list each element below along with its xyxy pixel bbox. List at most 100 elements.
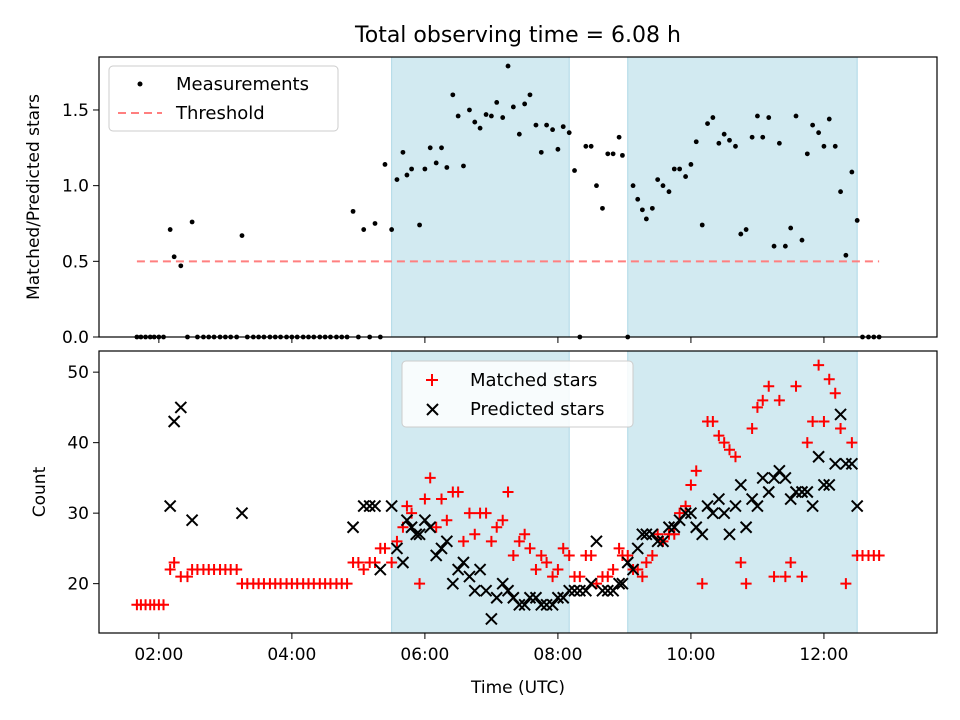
shaded-interval (627, 56, 858, 338)
measurement-point (699, 222, 705, 228)
matched-star-point (358, 564, 370, 576)
bottom-legend: Matched stars Predicted stars (401, 360, 634, 428)
matched-star-point (707, 416, 719, 427)
measurement-point (555, 146, 561, 152)
matched-star-point (181, 571, 193, 583)
matched-star-point (414, 578, 426, 590)
matched-star-point (430, 521, 442, 533)
matched-star-point (729, 451, 741, 463)
measurement-point (677, 166, 683, 172)
measurement-point (776, 140, 782, 146)
measurement-point (688, 162, 694, 167)
predicted-star-point (812, 450, 825, 463)
measurement-point (793, 113, 799, 119)
measurement-point (444, 165, 450, 170)
legend-predicted-label: Predicted stars (470, 399, 604, 420)
matched-star-point (574, 571, 586, 583)
bottom-x-label: Time (UTC) (470, 678, 565, 698)
predicted-star-point (400, 513, 414, 527)
matched-star-point (585, 549, 597, 561)
measurement-point (516, 131, 522, 137)
matched-star-point (386, 557, 398, 568)
predicted-star-point (529, 591, 543, 604)
matched-star-point (835, 423, 847, 435)
matched-star-point (168, 557, 180, 568)
measurement-point (550, 127, 555, 133)
measurement-point (710, 115, 716, 120)
measurement-point (433, 160, 439, 166)
measurement-point (494, 100, 500, 105)
matched-star-point (369, 557, 381, 568)
matched-star-point (690, 465, 702, 477)
matched-star-point (530, 564, 542, 576)
bottom-y-label: Count (30, 466, 50, 517)
matched-star-point (507, 549, 519, 561)
predicted-star-point (762, 485, 775, 499)
measurement-point (816, 130, 822, 136)
y-tick-label: 40 (67, 434, 89, 454)
matched-star-point (751, 401, 763, 413)
measurement-point (721, 131, 727, 137)
matched-star-point (873, 549, 885, 561)
matched-star-point (846, 437, 858, 449)
predicted-star-point (479, 584, 493, 597)
y-tick-label: 0.5 (62, 252, 89, 272)
legend-matched-label: Matched stars (470, 370, 597, 391)
matched-star-point (164, 564, 176, 576)
predicted-star-point (801, 485, 814, 499)
measurement-point (450, 92, 456, 98)
matched-star-point (829, 387, 841, 399)
matched-star-point (646, 549, 658, 561)
predicted-star-point (346, 521, 360, 534)
shaded-interval (391, 56, 570, 338)
predicted-star-point (440, 535, 454, 548)
matched-star-point (640, 557, 652, 568)
predicted-star-point (451, 563, 465, 576)
measurement-point (639, 207, 645, 213)
matched-star-point (718, 437, 730, 449)
shaded-interval (627, 350, 858, 634)
legend-measurements-label: Measurements (176, 74, 309, 95)
predicted-star-point (616, 577, 629, 590)
predicted-star-point (784, 492, 797, 506)
predicted-star-point (590, 535, 603, 548)
bottom-x-axis: 02:00 04:00 06:00 08:00 10:00 12:00 (134, 633, 848, 665)
matched-star-point (391, 535, 403, 547)
top-legend-box (108, 65, 339, 132)
matched-star-point (485, 535, 497, 547)
bottom-plot-frame (98, 350, 938, 634)
matched-star-point (557, 542, 569, 554)
predicted-star-point (535, 598, 548, 612)
predicted-star-point (701, 499, 714, 513)
predicted-points (163, 401, 864, 626)
matched-star-point (636, 571, 648, 583)
matched-star-point (779, 571, 791, 583)
measurement-point (522, 101, 528, 107)
measurement-point (630, 183, 636, 189)
matched-star-point (796, 571, 808, 583)
matched-star-point (735, 557, 747, 568)
measurement-point (600, 205, 605, 211)
measurement-point (821, 143, 827, 149)
top-legend: Measurements Threshold (108, 65, 339, 132)
matched-star-point (840, 578, 852, 590)
figure-title: Total observing time = 6.08 h (354, 23, 681, 48)
predicted-star-point (823, 478, 836, 492)
matched-star-point (813, 359, 825, 371)
top-y-axis: 0.0 0.5 1.0 1.5 (62, 101, 99, 348)
matched-star-point (622, 549, 634, 561)
matched-star-point (713, 430, 725, 442)
measurement-point (171, 254, 177, 260)
predicted-star-point (829, 457, 842, 471)
measurement-point (483, 112, 489, 117)
matched-star-point (674, 507, 686, 519)
predicted-star-point (174, 401, 188, 414)
predicted-star-point (779, 471, 792, 485)
matched-star-point (469, 528, 481, 540)
matched-star-point (790, 380, 802, 392)
predicted-star-point (646, 528, 659, 541)
predicted-star-point (563, 584, 576, 597)
bottom-legend-box (401, 360, 634, 428)
measurement-point (749, 134, 755, 140)
